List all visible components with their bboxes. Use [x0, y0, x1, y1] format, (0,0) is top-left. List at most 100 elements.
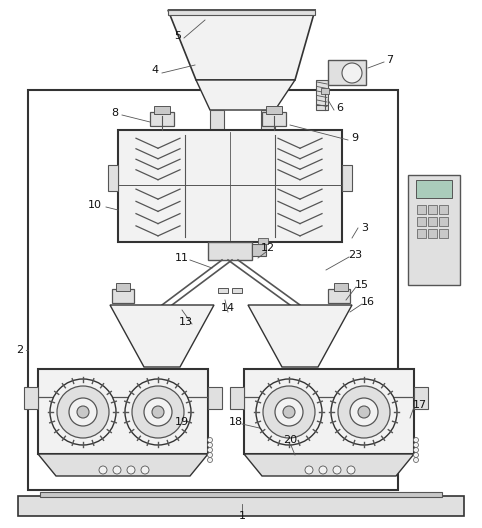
Circle shape [319, 466, 327, 474]
Bar [428, 229, 437, 238]
Circle shape [141, 466, 149, 474]
Circle shape [414, 457, 418, 463]
Text: 10: 10 [88, 200, 102, 210]
Bar [321, 88, 329, 94]
Circle shape [256, 379, 322, 445]
Text: 3: 3 [362, 223, 369, 233]
Circle shape [207, 438, 213, 442]
Bar [408, 175, 460, 285]
Bar [266, 106, 282, 114]
Bar [428, 205, 437, 214]
Bar [112, 289, 134, 303]
Circle shape [283, 406, 295, 418]
Bar [116, 283, 130, 291]
Circle shape [331, 379, 397, 445]
Bar [210, 110, 224, 152]
Text: 6: 6 [336, 103, 344, 113]
Circle shape [342, 63, 362, 83]
Circle shape [414, 438, 418, 442]
Circle shape [57, 386, 109, 438]
Bar [38, 369, 208, 454]
Bar [439, 205, 448, 214]
Circle shape [358, 406, 370, 418]
Text: 4: 4 [151, 65, 159, 75]
Bar [262, 112, 286, 126]
Bar [328, 60, 366, 85]
Circle shape [132, 386, 184, 438]
Text: 14: 14 [221, 303, 235, 313]
Text: 16: 16 [361, 297, 375, 307]
Text: 12: 12 [261, 243, 275, 253]
Bar [40, 492, 442, 497]
Bar [439, 229, 448, 238]
Polygon shape [248, 305, 352, 367]
Bar [24, 387, 38, 409]
Polygon shape [196, 80, 295, 110]
Polygon shape [244, 454, 414, 476]
Polygon shape [110, 305, 214, 367]
Bar [218, 288, 228, 293]
Circle shape [347, 466, 355, 474]
Circle shape [69, 398, 97, 426]
Circle shape [127, 466, 135, 474]
Bar [208, 387, 222, 409]
Bar [417, 217, 426, 226]
Circle shape [99, 466, 107, 474]
Bar [261, 110, 275, 152]
Text: 5: 5 [174, 31, 182, 41]
Text: 23: 23 [348, 250, 362, 260]
Bar [416, 180, 452, 198]
Circle shape [125, 379, 191, 445]
Bar [244, 369, 414, 454]
Bar [208, 242, 252, 260]
Bar [342, 165, 352, 191]
Text: 8: 8 [111, 108, 119, 118]
Circle shape [77, 406, 89, 418]
Bar [414, 387, 428, 409]
Circle shape [207, 457, 213, 463]
Bar [154, 106, 170, 114]
Circle shape [207, 448, 213, 452]
Circle shape [113, 466, 121, 474]
Circle shape [414, 452, 418, 457]
Bar [108, 165, 118, 191]
Text: 18: 18 [229, 417, 243, 427]
Text: 15: 15 [355, 280, 369, 290]
Polygon shape [38, 454, 208, 476]
Text: 7: 7 [387, 55, 394, 65]
Circle shape [275, 398, 303, 426]
Circle shape [350, 398, 378, 426]
Bar [18, 496, 464, 516]
Bar [252, 244, 266, 256]
Text: 20: 20 [283, 435, 297, 445]
Bar [334, 283, 348, 291]
Bar [118, 130, 342, 242]
Circle shape [263, 386, 315, 438]
Circle shape [414, 442, 418, 448]
Polygon shape [168, 10, 315, 80]
Circle shape [333, 466, 341, 474]
Bar [417, 229, 426, 238]
Bar [232, 288, 242, 293]
Circle shape [207, 442, 213, 448]
Circle shape [152, 406, 164, 418]
Circle shape [305, 466, 313, 474]
Text: 1: 1 [239, 511, 245, 521]
Bar [258, 238, 268, 244]
Bar [230, 387, 244, 409]
Circle shape [50, 379, 116, 445]
Bar [428, 217, 437, 226]
Text: 9: 9 [351, 133, 359, 143]
Circle shape [207, 452, 213, 457]
Bar [28, 90, 398, 490]
Text: 13: 13 [179, 317, 193, 327]
Bar [417, 205, 426, 214]
Bar [328, 289, 350, 303]
Circle shape [338, 386, 390, 438]
Bar [439, 217, 448, 226]
Text: 19: 19 [175, 417, 189, 427]
Bar [168, 10, 315, 15]
Circle shape [144, 398, 172, 426]
Bar [316, 80, 328, 110]
Text: 17: 17 [413, 400, 427, 410]
